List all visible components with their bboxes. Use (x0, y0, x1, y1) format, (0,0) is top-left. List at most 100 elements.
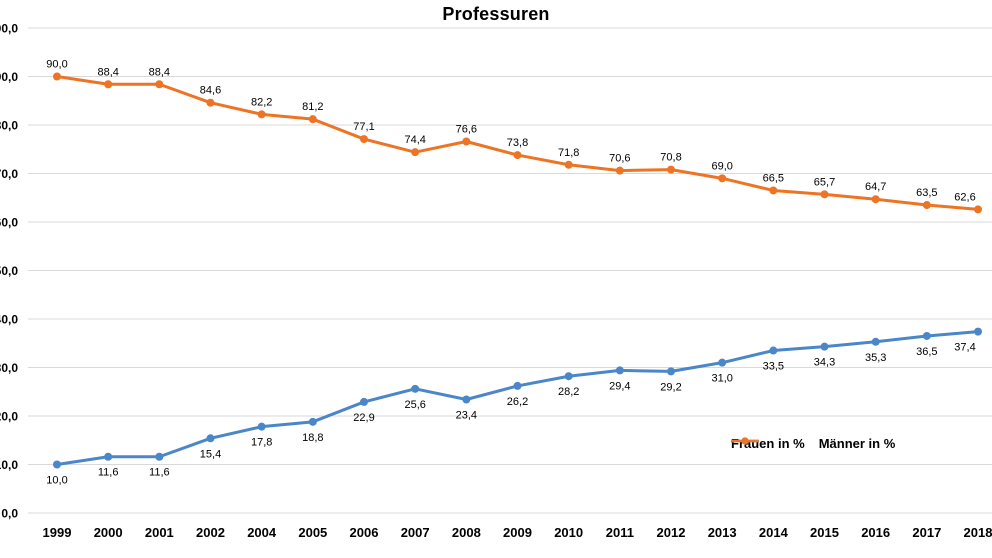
data-label-frauen-1999: 10,0 (46, 475, 67, 487)
data-label-frauen-2007: 25,6 (404, 399, 425, 411)
x-axis-label-2000: 2000 (94, 525, 123, 540)
x-axis-label-2009: 2009 (503, 525, 532, 540)
data-point-maenner-2005 (308, 115, 317, 124)
y-axis-label-30: 30,0 (0, 361, 18, 375)
data-point-frauen-2010 (564, 372, 573, 381)
data-label-frauen-2006: 22,9 (353, 412, 374, 424)
data-point-frauen-2014 (769, 346, 778, 355)
y-axis-label-50: 50,0 (0, 264, 18, 278)
data-point-frauen-2018 (974, 327, 983, 336)
data-point-maenner-2001 (155, 80, 164, 89)
data-label-maenner-2018: 62,6 (954, 191, 975, 203)
data-label-frauen-2015: 34,3 (814, 357, 835, 369)
data-label-maenner-2002: 84,6 (200, 85, 221, 97)
data-point-maenner-2004 (257, 110, 266, 119)
data-point-frauen-2008 (462, 395, 471, 404)
data-label-maenner-2013: 69,0 (711, 160, 732, 172)
data-point-maenner-2006 (360, 135, 369, 144)
y-axis-label-10: 10,0 (0, 458, 18, 472)
data-label-maenner-2010: 71,8 (558, 147, 579, 159)
data-label-frauen-2000: 11,6 (98, 467, 119, 479)
data-label-frauen-2005: 18,8 (302, 432, 323, 444)
data-label-maenner-2015: 65,7 (814, 176, 835, 188)
data-label-maenner-2008: 76,6 (456, 123, 477, 135)
data-point-maenner-2013 (718, 174, 727, 183)
x-axis-label-2012: 2012 (657, 525, 686, 540)
x-axis-label-2014: 2014 (759, 525, 789, 540)
data-point-frauen-2006 (360, 397, 369, 406)
y-axis-label-20: 20,0 (0, 410, 18, 424)
x-axis-label-2016: 2016 (861, 525, 890, 540)
data-label-frauen-2013: 31,0 (711, 373, 732, 385)
x-axis-label-2010: 2010 (554, 525, 583, 540)
y-axis-label-40: 40,0 (0, 313, 18, 327)
legend: Frauen in % Männer in % (731, 436, 895, 451)
x-axis-label-2013: 2013 (708, 525, 737, 540)
data-label-maenner-2009: 73,8 (507, 137, 528, 149)
data-point-frauen-2000 (104, 452, 113, 461)
x-axis-label-2001: 2001 (145, 525, 174, 540)
chart-title: Professuren (442, 4, 550, 24)
data-label-frauen-2012: 29,2 (660, 381, 681, 393)
x-axis-label-2006: 2006 (350, 525, 379, 540)
data-label-frauen-2018: 37,4 (954, 342, 975, 354)
data-point-maenner-2000 (104, 80, 113, 89)
data-label-maenner-2012: 70,8 (660, 152, 681, 164)
y-axis-label-70: 70,0 (0, 167, 18, 181)
data-label-frauen-2017: 36,5 (916, 346, 937, 358)
data-label-maenner-2017: 63,5 (916, 187, 937, 199)
data-point-frauen-2005 (308, 417, 317, 426)
data-point-frauen-2015 (820, 342, 829, 351)
data-label-frauen-2010: 28,2 (558, 386, 579, 398)
x-axis-label-2011: 2011 (606, 525, 634, 540)
x-axis-label-2004: 2004 (247, 525, 277, 540)
data-label-frauen-2014: 33,5 (763, 361, 784, 373)
data-label-maenner-2006: 77,1 (353, 121, 374, 133)
data-point-maenner-2008 (462, 137, 471, 146)
data-label-maenner-2007: 74,4 (404, 134, 425, 146)
data-point-maenner-2012 (667, 165, 676, 174)
x-axis-label-2007: 2007 (401, 525, 430, 540)
y-axis-label-0: 0,0 (1, 507, 18, 521)
x-axis-label-2005: 2005 (298, 525, 327, 540)
data-point-maenner-2018 (974, 205, 983, 214)
data-label-frauen-2002: 15,4 (200, 448, 221, 460)
legend-item-maenner: Männer in % (731, 436, 895, 451)
y-axis-label-60: 60,0 (0, 216, 18, 230)
data-point-maenner-2007 (411, 148, 420, 157)
data-point-frauen-2016 (871, 337, 880, 346)
data-label-frauen-2009: 26,2 (507, 396, 528, 408)
data-label-maenner-2004: 82,2 (251, 96, 272, 108)
data-point-maenner-2015 (820, 190, 829, 199)
data-point-maenner-2014 (769, 186, 778, 195)
data-label-maenner-2000: 88,4 (97, 66, 118, 78)
x-axis-label-1999: 1999 (43, 525, 72, 540)
data-label-maenner-2016: 64,7 (865, 181, 886, 193)
x-axis-label-2015: 2015 (810, 525, 839, 540)
data-label-maenner-2005: 81,2 (302, 101, 323, 113)
data-label-frauen-2008: 23,4 (456, 410, 477, 422)
data-point-maenner-2002 (206, 98, 215, 107)
data-point-maenner-2009 (513, 151, 522, 160)
y-axis-label-100: 100,0 (0, 22, 18, 36)
data-label-frauen-2011: 29,4 (609, 380, 630, 392)
data-label-maenner-2014: 66,5 (763, 172, 784, 184)
data-point-frauen-2002 (206, 434, 215, 443)
x-axis-label-2017: 2017 (912, 525, 941, 540)
data-label-frauen-2004: 17,8 (251, 437, 272, 449)
data-point-frauen-2013 (718, 358, 727, 367)
data-label-maenner-2011: 70,6 (609, 153, 630, 165)
data-point-frauen-2001 (155, 452, 164, 461)
data-point-frauen-1999 (53, 460, 61, 469)
y-axis-label-90: 90,0 (0, 70, 18, 84)
data-label-maenner-1999: 90,0 (46, 59, 67, 71)
x-axis-label-2018: 2018 (964, 525, 992, 540)
data-point-maenner-1999 (53, 72, 61, 81)
data-point-maenner-2016 (871, 195, 880, 204)
data-point-frauen-2011 (615, 366, 624, 375)
data-label-frauen-2001: 11,6 (149, 467, 170, 479)
data-label-frauen-2016: 35,3 (865, 352, 886, 364)
x-axis-label-2002: 2002 (196, 525, 225, 540)
data-point-frauen-2007 (411, 384, 420, 393)
